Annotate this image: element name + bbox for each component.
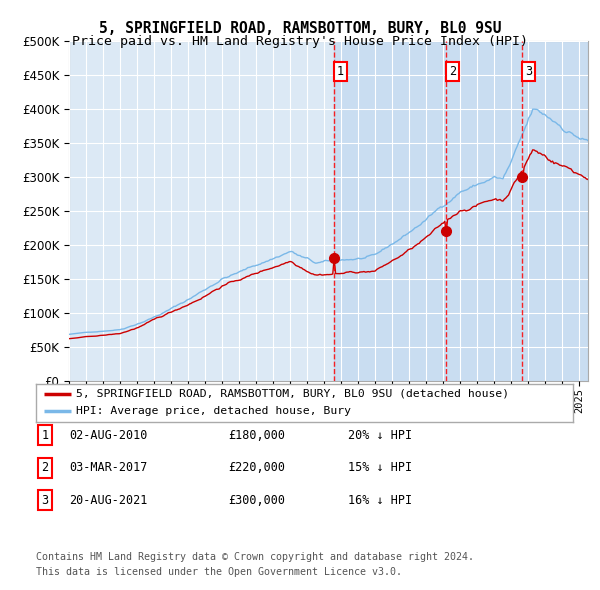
Text: 20-AUG-2021: 20-AUG-2021 — [69, 494, 148, 507]
Text: 16% ↓ HPI: 16% ↓ HPI — [348, 494, 412, 507]
Text: 20% ↓ HPI: 20% ↓ HPI — [348, 429, 412, 442]
Text: 03-MAR-2017: 03-MAR-2017 — [69, 461, 148, 474]
Text: 02-AUG-2010: 02-AUG-2010 — [69, 429, 148, 442]
Text: £300,000: £300,000 — [228, 494, 285, 507]
Text: 3: 3 — [41, 494, 49, 507]
Text: HPI: Average price, detached house, Bury: HPI: Average price, detached house, Bury — [76, 407, 351, 417]
Text: 2: 2 — [449, 65, 456, 78]
Text: This data is licensed under the Open Government Licence v3.0.: This data is licensed under the Open Gov… — [36, 567, 402, 577]
Text: 2: 2 — [41, 461, 49, 474]
Text: £180,000: £180,000 — [228, 429, 285, 442]
Text: 3: 3 — [525, 65, 532, 78]
Text: 5, SPRINGFIELD ROAD, RAMSBOTTOM, BURY, BL0 9SU (detached house): 5, SPRINGFIELD ROAD, RAMSBOTTOM, BURY, B… — [76, 389, 509, 399]
Text: Price paid vs. HM Land Registry's House Price Index (HPI): Price paid vs. HM Land Registry's House … — [72, 35, 528, 48]
Text: Contains HM Land Registry data © Crown copyright and database right 2024.: Contains HM Land Registry data © Crown c… — [36, 552, 474, 562]
Text: £220,000: £220,000 — [228, 461, 285, 474]
Text: 15% ↓ HPI: 15% ↓ HPI — [348, 461, 412, 474]
Text: 1: 1 — [41, 429, 49, 442]
Text: 1: 1 — [337, 65, 344, 78]
Text: 5, SPRINGFIELD ROAD, RAMSBOTTOM, BURY, BL0 9SU: 5, SPRINGFIELD ROAD, RAMSBOTTOM, BURY, B… — [99, 21, 501, 35]
Bar — [334, 41, 588, 381]
